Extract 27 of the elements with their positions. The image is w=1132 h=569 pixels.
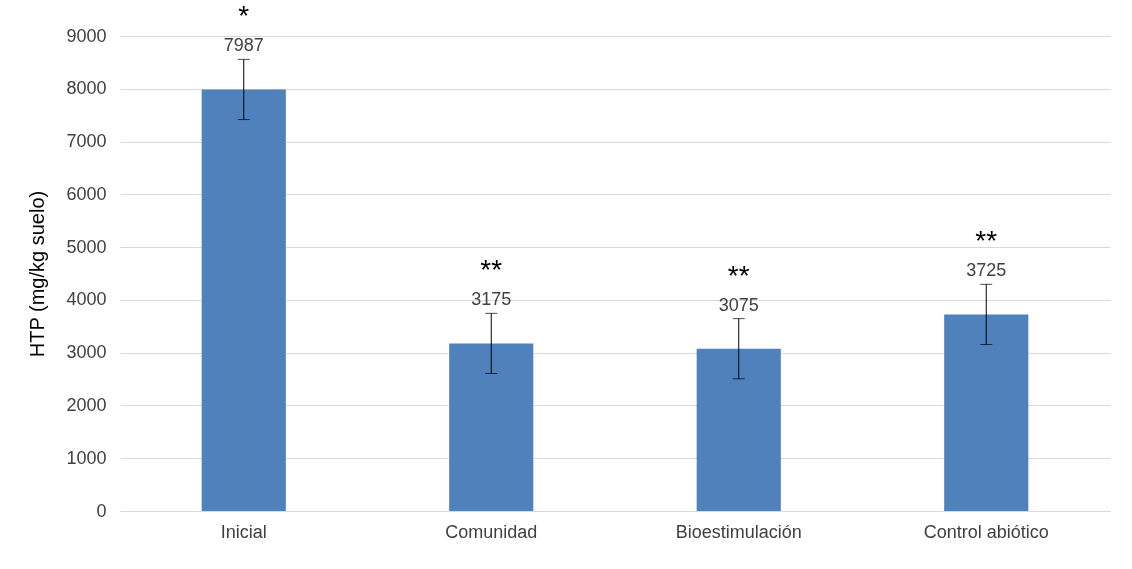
bar: [944, 314, 1029, 511]
annotation: **: [480, 254, 503, 286]
y-tick-label: 4000: [66, 289, 107, 310]
y-tick-label: 5000: [66, 236, 107, 257]
y-tick-label: 9000: [66, 25, 107, 46]
annotation: **: [975, 225, 998, 257]
y-tick-label: 6000: [66, 183, 107, 204]
bar: [696, 348, 781, 511]
y-tick-label: 0: [96, 500, 107, 521]
x-tick-label: Comunidad: [445, 521, 538, 542]
data-label: 7987: [223, 35, 264, 56]
y-tick-label: 7000: [66, 131, 107, 152]
y-tick-label: 3000: [66, 342, 107, 363]
data-label: 3175: [471, 289, 512, 310]
data-label: 3075: [718, 294, 759, 315]
y-tick-label: 8000: [66, 78, 107, 99]
y-axis-title: HTP (mg/kg suelo): [26, 190, 49, 358]
bar: [449, 343, 534, 511]
y-tick-label: 2000: [66, 394, 107, 415]
y-tick-label: 1000: [66, 447, 107, 468]
x-tick-label: Control abiótico: [923, 521, 1049, 542]
x-tick-label: Bioestimulación: [675, 521, 802, 542]
text: *: [238, 0, 250, 32]
data-label: 3725: [966, 260, 1007, 281]
x-tick-label: Inicial: [220, 521, 267, 542]
annotation: **: [727, 259, 750, 291]
bar: [201, 89, 286, 511]
